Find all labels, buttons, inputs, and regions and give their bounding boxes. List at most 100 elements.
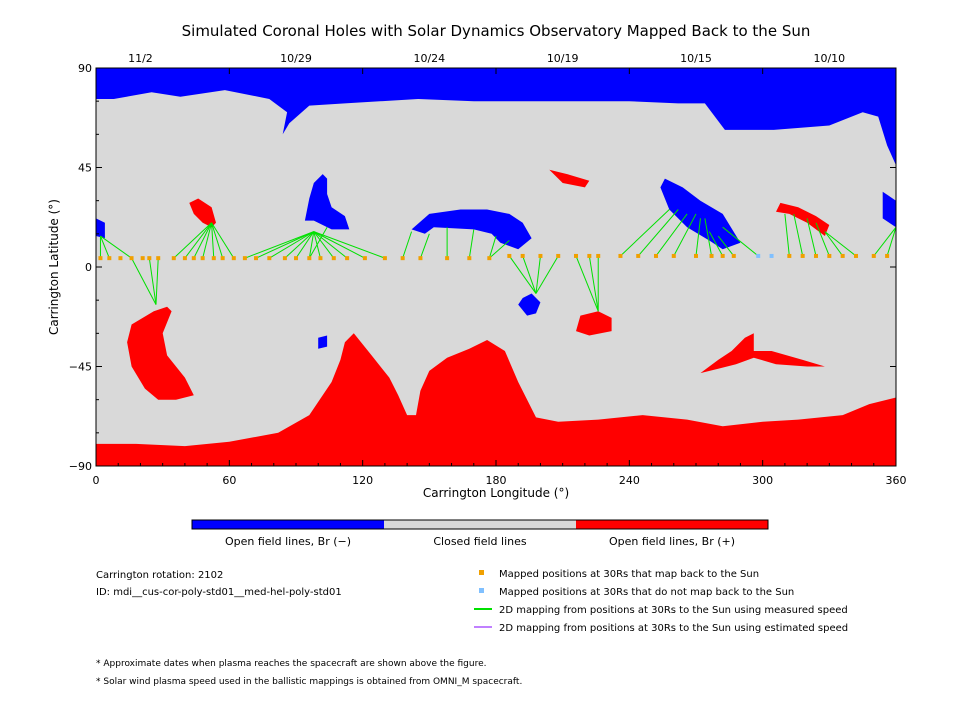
region-negative-6 xyxy=(882,191,896,228)
mapped-point-49 xyxy=(840,253,845,258)
id-text: ID: mdi__cus-cor-poly-std01__med-hel-pol… xyxy=(96,587,342,598)
top-date-1: 10/29 xyxy=(280,52,312,65)
region-negative-5 xyxy=(318,335,328,349)
y-axis-label: Carrington Latitude (°) xyxy=(47,199,61,335)
mapped-point-44 xyxy=(731,253,736,258)
measured-line-9 xyxy=(202,222,213,259)
x-tick-label-0: 0 xyxy=(93,474,100,487)
mapped-point-37 xyxy=(618,253,623,258)
measured-line-30 xyxy=(488,235,497,259)
region-negative-3 xyxy=(660,178,741,250)
mapped-point-51 xyxy=(871,253,876,258)
top-date-4: 10/15 xyxy=(680,52,712,65)
x-tick-label-6: 360 xyxy=(886,474,907,487)
mapped-point-10 xyxy=(200,256,205,261)
measured-line-32 xyxy=(522,255,537,294)
region-positive-8 xyxy=(189,198,216,228)
y-tick-label-1: 45 xyxy=(78,162,92,175)
region-positive-13 xyxy=(700,333,825,374)
mapped-point-36 xyxy=(596,253,601,258)
legend: Mapped positions at 30Rs that map back t… xyxy=(474,569,848,634)
measured-line-35 xyxy=(575,255,599,312)
measured-line-53 xyxy=(873,226,897,257)
top-date-5: 10/10 xyxy=(813,52,845,65)
measured-line-49 xyxy=(806,218,817,257)
mapped-positions xyxy=(98,253,890,261)
x-tick-label-4: 240 xyxy=(619,474,640,487)
mapping-lines xyxy=(99,209,897,312)
mapped-point-35 xyxy=(587,253,592,258)
measured-line-43 xyxy=(704,218,713,257)
measured-line-52 xyxy=(824,231,857,257)
mapped-point-47 xyxy=(814,253,818,258)
mapped-point-31 xyxy=(520,253,525,258)
y-tick-label-3: −45 xyxy=(69,361,92,374)
measured-line-28 xyxy=(468,229,475,259)
x-tick-label-5: 300 xyxy=(752,474,773,487)
measured-line-17 xyxy=(295,231,315,259)
measured-line-42 xyxy=(695,218,701,257)
legend-label-3: 2D mapping from positions at 30Rs to the… xyxy=(499,623,848,634)
measured-line-15 xyxy=(269,231,315,259)
measured-line-5 xyxy=(155,258,159,305)
measured-line-20 xyxy=(313,231,335,259)
measured-line-21 xyxy=(313,231,348,259)
mapped-point-42 xyxy=(709,253,714,258)
colorbar-label-2: Open field lines, Br (+) xyxy=(609,535,735,548)
measured-line-25 xyxy=(402,231,413,259)
mapped-point-14 xyxy=(242,256,247,261)
measured-line-40 xyxy=(655,213,688,257)
measured-line-26 xyxy=(419,233,430,259)
axis-ticks: 0 60 120 180 240 300 360 90 45 0 −45 −90 xyxy=(69,62,907,487)
plot-area xyxy=(95,67,897,467)
x-tick-label-2: 120 xyxy=(352,474,373,487)
measured-line-45 xyxy=(717,235,735,257)
region-positive-14 xyxy=(96,333,896,466)
measured-line-36 xyxy=(588,255,599,312)
mapped-point-48 xyxy=(827,253,832,258)
measured-line-8 xyxy=(193,222,213,259)
mapped-point-52 xyxy=(885,253,890,258)
mapped-point-7 xyxy=(171,256,176,261)
note-dates: * Approximate dates when plasma reaches … xyxy=(96,659,487,669)
top-date-3: 10/19 xyxy=(547,52,579,65)
legend-label-1: Mapped positions at 30Rs that do not map… xyxy=(499,587,794,598)
y-tick-label-2: 0 xyxy=(85,261,92,274)
mapped-point-3 xyxy=(129,256,134,261)
y-tick-label-0: 90 xyxy=(78,62,92,75)
colorbar: Open field lines, Br (−) Closed field lin… xyxy=(191,519,769,548)
mapped-point-26 xyxy=(418,256,423,261)
mapped-point-33 xyxy=(556,253,561,258)
mapped-point-30 xyxy=(507,253,512,258)
colorbar-label-0: Open field lines, Br (−) xyxy=(225,535,351,548)
mapped-point-46 xyxy=(800,253,805,258)
mapped-point-29 xyxy=(487,256,492,261)
region-positive-12 xyxy=(127,306,194,400)
mapped-point-32 xyxy=(538,253,543,258)
legend-label-0: Mapped positions at 30Rs that map back t… xyxy=(499,569,759,580)
measured-line-39 xyxy=(637,209,679,257)
measured-line-12 xyxy=(211,222,235,259)
mapped-point-40 xyxy=(671,253,676,258)
colorbar-segment-1 xyxy=(384,520,576,529)
rotation-text: Carrington rotation: 2102 xyxy=(96,570,223,581)
mapped-point-18 xyxy=(294,256,298,261)
mapped-point-17 xyxy=(282,256,287,261)
mapped-point-5 xyxy=(147,256,152,261)
mapped-point-20 xyxy=(318,256,323,261)
measured-line-29 xyxy=(489,240,510,259)
measured-line-7 xyxy=(184,222,212,259)
measured-line-54 xyxy=(886,227,897,257)
mapped-point-41 xyxy=(694,253,698,258)
mapped-point-27 xyxy=(445,256,450,261)
measured-line-46 xyxy=(722,226,759,257)
mapped-point-22 xyxy=(345,256,350,261)
measured-line-51 xyxy=(824,231,844,257)
measured-line-3 xyxy=(131,257,157,305)
measured-line-6 xyxy=(173,222,212,259)
mapped-point-13 xyxy=(231,256,236,261)
measured-line-2 xyxy=(100,235,132,259)
measured-line-44 xyxy=(708,231,724,257)
measured-line-1 xyxy=(99,235,110,259)
unmapped-point-0 xyxy=(756,253,761,258)
